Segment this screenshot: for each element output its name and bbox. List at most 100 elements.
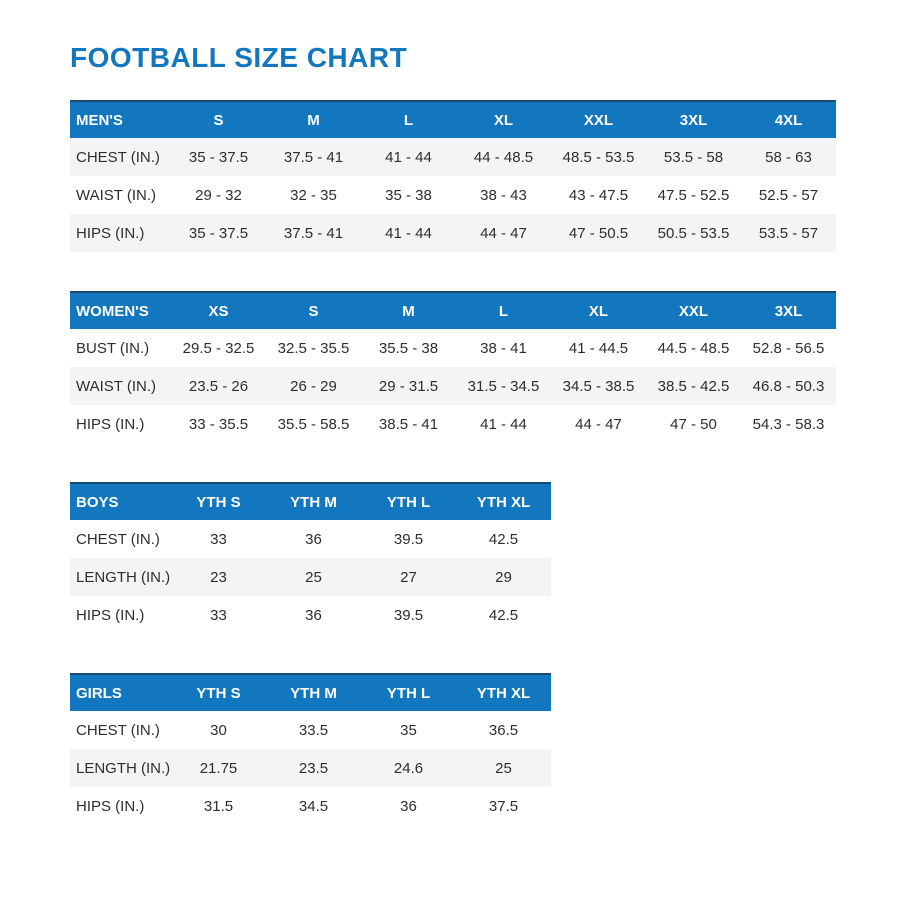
row-label: BUST (IN.) (76, 339, 150, 357)
column-header: M (266, 101, 361, 138)
column-header: S (266, 292, 361, 329)
column-header: 4XL (741, 101, 836, 138)
row-label: CHEST (IN.) (76, 530, 160, 548)
cell-value: 35 (400, 721, 417, 739)
cell-value: 41 - 44 (385, 224, 432, 242)
cell-value: 21.75 (199, 759, 238, 777)
cell-value: 43 - 47.5 (568, 186, 629, 204)
table-group-label: GIRLS (70, 674, 171, 711)
cell-value: 44 - 48.5 (473, 148, 534, 166)
cell-value: 25 (305, 568, 322, 586)
column-header: YTH XL (456, 674, 551, 711)
size-table-womens: WOMEN'S XS S M L XL XXL 3XL BUST (IN.) 29.5 - 32.… (70, 291, 836, 443)
cell-value: 23.5 (298, 759, 329, 777)
cell-value: 39.5 (393, 530, 424, 548)
column-header: XS (171, 292, 266, 329)
table-row: HIPS (IN.) 31.5 34.5 36 37.5 (70, 787, 551, 825)
column-header: L (456, 292, 551, 329)
cell-value: 44 - 47 (480, 224, 527, 242)
row-label: LENGTH (IN.) (76, 759, 171, 777)
cell-value: 35 - 38 (385, 186, 432, 204)
column-header: YTH L (361, 483, 456, 520)
cell-value: 23 (210, 568, 227, 586)
cell-value: 44 - 47 (575, 415, 622, 433)
cell-value: 35 - 37.5 (188, 224, 249, 242)
cell-value: 53.5 - 58 (663, 148, 724, 166)
cell-value: 50.5 - 53.5 (657, 224, 730, 242)
cell-value: 41 - 44 (385, 148, 432, 166)
row-label: WAIST (IN.) (76, 377, 156, 395)
cell-value: 29 - 32 (195, 186, 242, 204)
cell-value: 33.5 (298, 721, 329, 739)
column-header: YTH S (171, 674, 266, 711)
cell-value: 37.5 - 41 (283, 224, 344, 242)
cell-value: 37.5 - 41 (283, 148, 344, 166)
column-header: YTH XL (456, 483, 551, 520)
header-row: GIRLS YTH S YTH M YTH L YTH XL (70, 674, 551, 711)
cell-value: 23.5 - 26 (188, 377, 249, 395)
cell-value: 29 (495, 568, 512, 586)
cell-value: 41 - 44 (480, 415, 527, 433)
cell-value: 48.5 - 53.5 (562, 148, 635, 166)
column-header: S (171, 101, 266, 138)
cell-value: 33 (210, 606, 227, 624)
cell-value: 35.5 - 58.5 (277, 415, 350, 433)
table-group-label: BOYS (70, 483, 171, 520)
cell-value: 33 - 35.5 (188, 415, 249, 433)
cell-value: 25 (495, 759, 512, 777)
cell-value: 44.5 - 48.5 (657, 339, 730, 357)
table-row: BUST (IN.) 29.5 - 32.5 32.5 - 35.5 35.5 - 3… (70, 329, 836, 367)
cell-value: 27 (400, 568, 417, 586)
cell-value: 58 - 63 (765, 148, 812, 166)
cell-value: 33 (210, 530, 227, 548)
cell-value: 35 - 37.5 (188, 148, 249, 166)
cell-value: 29.5 - 32.5 (182, 339, 255, 357)
header-row: BOYS YTH S YTH M YTH L YTH XL (70, 483, 551, 520)
row-label: WAIST (IN.) (76, 186, 156, 204)
size-table-girls: GIRLS YTH S YTH M YTH L YTH XL CHEST (IN.) 30 3… (70, 673, 551, 825)
cell-value: 53.5 - 57 (758, 224, 819, 242)
column-header: 3XL (741, 292, 836, 329)
column-header: 3XL (646, 101, 741, 138)
table-group-label: WOMEN'S (70, 292, 171, 329)
cell-value: 52.5 - 57 (758, 186, 819, 204)
row-label: CHEST (IN.) (76, 721, 160, 739)
cell-value: 34.5 (298, 797, 329, 815)
cell-value: 35.5 - 38 (378, 339, 439, 357)
cell-value: 42.5 (488, 530, 519, 548)
header-row: MEN'S S M L XL XXL 3XL 4XL (70, 101, 836, 138)
size-table-boys: BOYS YTH S YTH M YTH L YTH XL CHEST (IN.) 33 36… (70, 482, 551, 634)
cell-value: 36 (305, 606, 322, 624)
column-header: XXL (646, 292, 741, 329)
column-header: YTH M (266, 483, 361, 520)
row-label: CHEST (IN.) (76, 148, 160, 166)
size-tables: MEN'S S M L XL XXL 3XL 4XL CHEST (IN.) 35 - 37.5 3… (70, 100, 836, 825)
cell-value: 47.5 - 52.5 (657, 186, 730, 204)
table-group-label: MEN'S (70, 101, 171, 138)
column-header: YTH M (266, 674, 361, 711)
column-header: YTH S (171, 483, 266, 520)
row-label: HIPS (IN.) (76, 797, 145, 815)
column-header: XL (456, 101, 551, 138)
table-row: HIPS (IN.) 33 - 35.5 35.5 - 58.5 38.5 - 41 4… (70, 405, 836, 443)
cell-value: 38 - 41 (480, 339, 527, 357)
column-header: M (361, 292, 456, 329)
column-header: XXL (551, 101, 646, 138)
table-row: CHEST (IN.) 30 33.5 35 36.5 (70, 711, 551, 749)
table-row: HIPS (IN.) 33 36 39.5 42.5 (70, 596, 551, 634)
cell-value: 32.5 - 35.5 (277, 339, 350, 357)
cell-value: 46.8 - 50.3 (752, 377, 825, 395)
cell-value: 36 (400, 797, 417, 815)
row-label: HIPS (IN.) (76, 415, 145, 433)
table-row: CHEST (IN.) 33 36 39.5 42.5 (70, 520, 551, 558)
row-label: HIPS (IN.) (76, 606, 145, 624)
table-row: WAIST (IN.) 23.5 - 26 26 - 29 29 - 31.5 31.5… (70, 367, 836, 405)
header-row: WOMEN'S XS S M L XL XXL 3XL (70, 292, 836, 329)
cell-value: 39.5 (393, 606, 424, 624)
cell-value: 36 (305, 530, 322, 548)
page-title: FOOTBALL SIZE CHART (70, 42, 408, 73)
size-table-mens: MEN'S S M L XL XXL 3XL 4XL CHEST (IN.) 35 - 37.5 3… (70, 100, 836, 252)
cell-value: 31.5 - 34.5 (467, 377, 540, 395)
column-header: XL (551, 292, 646, 329)
